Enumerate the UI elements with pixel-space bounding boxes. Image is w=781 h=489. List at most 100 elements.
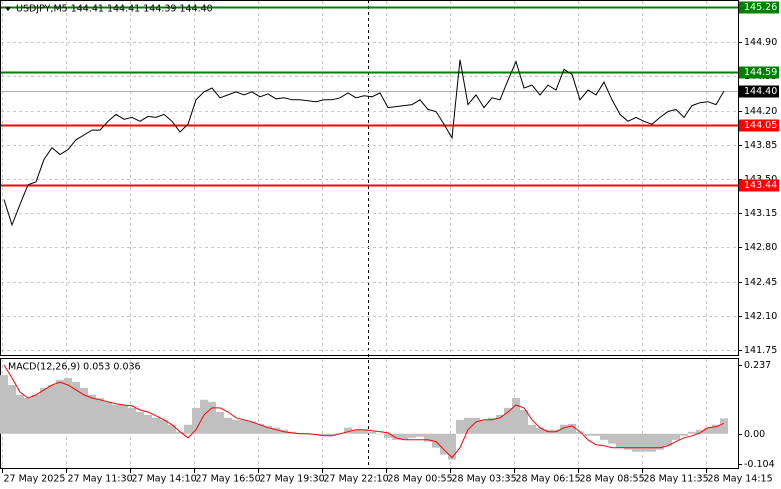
last-price-bg	[739, 85, 779, 98]
price-line	[3, 59, 725, 227]
macd-bar	[680, 433, 688, 436]
macd-bar	[408, 433, 416, 438]
macd-bar	[472, 417, 480, 434]
macd-bar	[528, 424, 536, 434]
level-label: 143.44	[744, 180, 777, 191]
macd-bar	[72, 382, 80, 434]
macd-bar	[448, 433, 456, 460]
macd-bar	[504, 407, 512, 434]
macd-bar	[400, 433, 408, 440]
macd-bar	[216, 411, 224, 434]
level-label: 144.05	[744, 120, 777, 131]
macd-bar	[112, 405, 120, 434]
macd-bar	[40, 387, 48, 434]
macd-bar	[88, 394, 96, 434]
macd-bar	[704, 427, 712, 434]
macd-bar	[656, 433, 664, 450]
macd-bar	[144, 414, 152, 434]
x-tick-label: 27 May 11:30	[68, 474, 133, 485]
symbol-icon	[5, 7, 11, 11]
macd-bar	[632, 433, 640, 452]
y-tick-label: -0.104	[744, 459, 775, 470]
x-tick-label: 27 May 22:10	[324, 474, 389, 485]
macd-bar	[664, 433, 672, 446]
level-label-bg	[739, 66, 779, 79]
macd-bar	[600, 433, 608, 440]
y-tick-label: 142.80	[744, 242, 777, 253]
x-tick-label: 28 May 08:55	[580, 474, 645, 485]
chart-title: USDJPY,M5 144.41 144.41 144.39 144.40	[16, 4, 213, 15]
macd-bar	[128, 407, 136, 434]
macd-bar	[488, 417, 496, 434]
macd-bar	[48, 384, 56, 434]
macd-bar	[376, 433, 384, 435]
macd-bar	[8, 384, 16, 434]
macd-bar	[624, 433, 632, 450]
x-tick-label: 27 May 14:10	[132, 474, 197, 485]
macd-bar	[576, 431, 584, 434]
macd-bar	[432, 433, 440, 448]
y-tick-label: 144.20	[744, 106, 777, 117]
macd-bar	[320, 433, 328, 436]
macd-bar	[184, 424, 192, 434]
macd-bar	[168, 424, 176, 434]
macd-bar	[256, 423, 264, 434]
macd-bar	[424, 433, 432, 442]
macd-bar	[80, 387, 88, 434]
macd-bar	[224, 417, 232, 434]
level-label-bg	[739, 1, 779, 14]
macd-bar	[368, 431, 376, 434]
macd-bar	[240, 419, 248, 434]
macd-bar	[64, 378, 72, 434]
macd-bar	[592, 433, 600, 436]
x-tick-label: 28 May 03:35	[452, 474, 517, 485]
x-tick-label: 28 May 00:55	[388, 474, 453, 485]
macd-bar	[640, 433, 648, 452]
macd-bar	[344, 427, 352, 434]
y-tick-label: 0.237	[744, 360, 771, 371]
macd-bar	[16, 394, 24, 434]
macd-bar	[32, 394, 40, 434]
x-tick-label: 28 May 06:15	[516, 474, 581, 485]
x-tick-label: 28 May 11:35	[644, 474, 709, 485]
macd-bar	[192, 407, 200, 434]
macd-bar	[720, 418, 728, 434]
macd-bar	[584, 433, 592, 436]
x-tick-label: 28 May 14:15	[708, 474, 773, 485]
macd-bar	[456, 419, 464, 434]
macd-bar	[272, 427, 280, 434]
macd-bar	[696, 429, 704, 434]
grid	[1, 1, 742, 473]
macd-bar	[416, 433, 424, 437]
x-tick-label: 27 May 16:50	[196, 474, 261, 485]
macd-bar	[328, 433, 336, 436]
macd-bar	[120, 405, 128, 434]
macd-bar	[648, 433, 656, 452]
level-label: 145.26	[744, 2, 777, 13]
macd-bar	[56, 380, 64, 434]
macd-bar	[208, 401, 216, 434]
macd-bar	[360, 429, 368, 434]
macd-bar	[384, 433, 392, 438]
macd-bar	[96, 398, 104, 434]
macd-bar	[440, 433, 448, 455]
macd-bar	[536, 427, 544, 434]
y-tick-label: 0.00	[744, 429, 765, 440]
macd-bar	[232, 419, 240, 434]
macd-bar	[152, 417, 160, 434]
macd-bar	[352, 429, 360, 434]
macd-bar	[160, 419, 168, 434]
y-tick-label: 142.45	[744, 277, 777, 288]
macd-bar	[264, 425, 272, 434]
macd-bar	[0, 375, 8, 434]
macd-bar	[496, 414, 504, 434]
macd-bar	[24, 398, 32, 434]
last-price-label: 144.40	[744, 86, 777, 97]
level-label: 144.59	[744, 67, 777, 78]
macd-bar	[480, 419, 488, 434]
macd-bar	[568, 423, 576, 434]
macd-bar	[464, 417, 472, 434]
